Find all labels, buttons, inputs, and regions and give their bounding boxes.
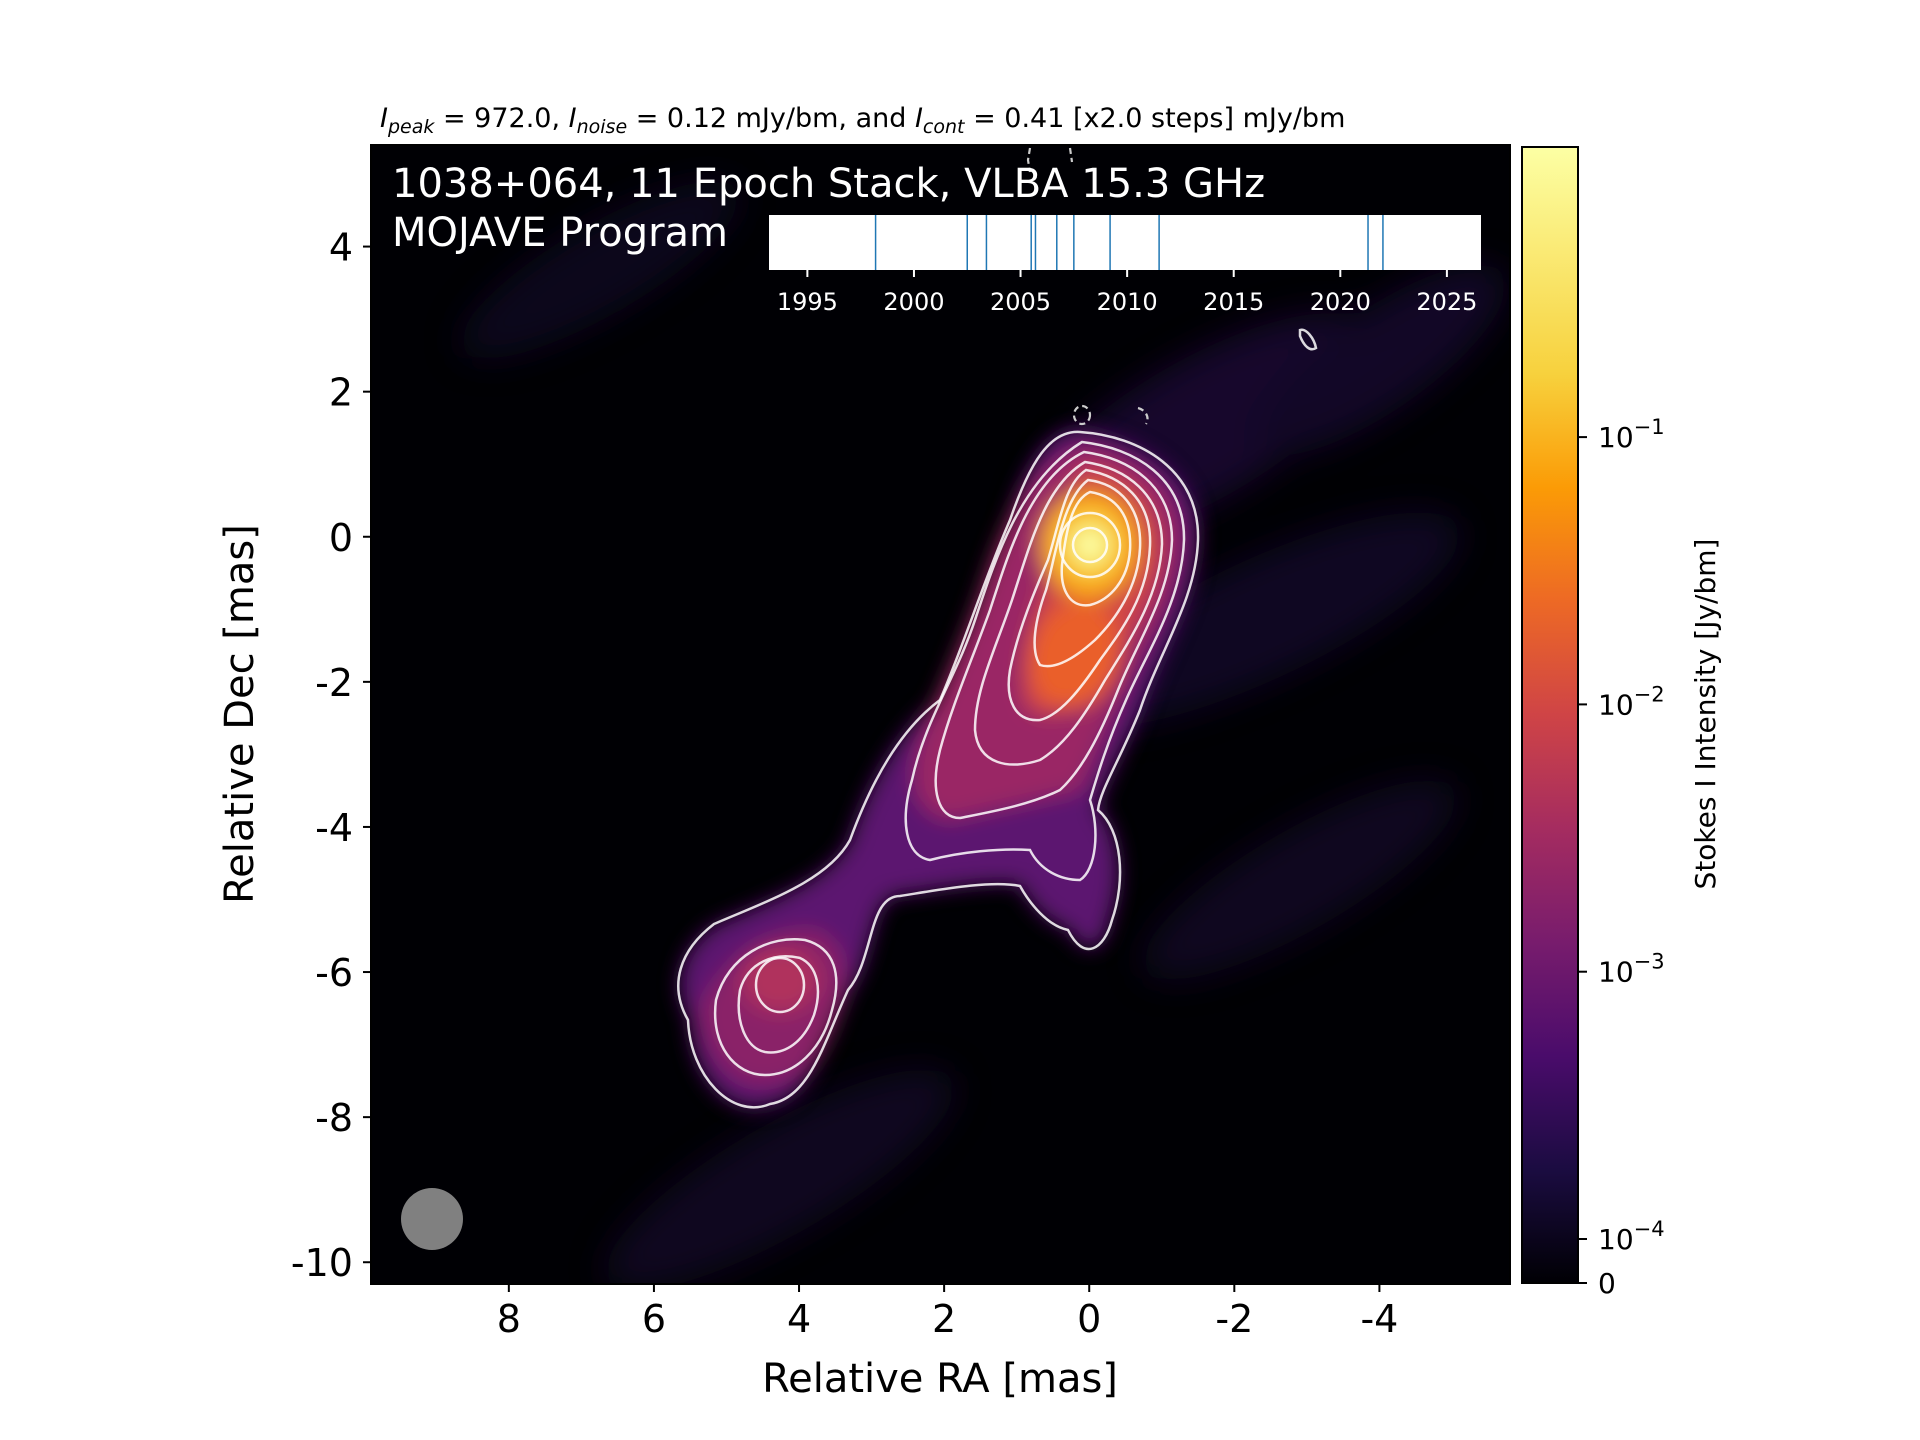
timeline-tick-label: 2015 bbox=[1203, 288, 1264, 316]
y-axis-label: Relative Dec [mas] bbox=[217, 524, 263, 904]
colorbar-tick-label: 10−1 bbox=[1598, 415, 1665, 454]
y-tick-label: -10 bbox=[291, 1241, 353, 1285]
colorbar-tick-label: 0 bbox=[1598, 1267, 1616, 1300]
x-axis-label: Relative RA [mas] bbox=[762, 1356, 1118, 1402]
timeline-tick-label: 2005 bbox=[990, 288, 1051, 316]
timeline-tick-label: 1995 bbox=[777, 288, 838, 316]
colorbar-gradient bbox=[1521, 146, 1579, 1284]
y-tick-label: -2 bbox=[315, 661, 353, 705]
y-tick-label: -8 bbox=[315, 1096, 353, 1140]
y-tick-label: 4 bbox=[329, 226, 353, 270]
timeline-box bbox=[769, 215, 1481, 270]
plot-frame bbox=[370, 144, 1511, 1285]
y-tick-label: 2 bbox=[329, 371, 353, 415]
chart-title-line1: 1038+064, 11 Epoch Stack, VLBA 15.3 GHz bbox=[392, 161, 1265, 207]
chart-title-line2: MOJAVE Program bbox=[392, 210, 728, 256]
colorbar-tick-label: 10−2 bbox=[1598, 682, 1665, 721]
colorbar-label: Stokes I Intensity [Jy/bm] bbox=[1689, 539, 1722, 890]
colorbar-tick-label: 10−3 bbox=[1598, 950, 1665, 989]
timeline-tick-label: 2025 bbox=[1416, 288, 1477, 316]
epoch-lines bbox=[874, 215, 1384, 270]
x-tick-label: 0 bbox=[1077, 1297, 1101, 1341]
timeline-tick-label: 2000 bbox=[883, 288, 944, 316]
y-tick-label: 0 bbox=[329, 516, 353, 560]
colorbar-axis: 10−1 10−2 10−3 10−4 0 bbox=[1578, 415, 1665, 1300]
y-axis: 4 2 0 -2 -4 -6 -8 -10 bbox=[291, 226, 371, 1285]
x-tick-label: 4 bbox=[787, 1297, 811, 1341]
epoch-timeline: 1995 2000 2005 2010 2015 2020 2025 bbox=[769, 215, 1481, 316]
colorbar: 10−1 10−2 10−3 10−4 0 Stokes I Intensity [Jy… bbox=[1521, 146, 1722, 1300]
x-axis: 8 6 4 2 0 -2 -4 bbox=[497, 1284, 1398, 1341]
timeline-axis: 1995 2000 2005 2010 2015 2020 2025 bbox=[777, 270, 1477, 316]
timeline-tick-label: 2010 bbox=[1097, 288, 1158, 316]
x-tick-label: -2 bbox=[1215, 1297, 1253, 1341]
y-tick-label: -6 bbox=[315, 951, 353, 995]
contour-lines bbox=[677, 328, 1318, 1109]
timeline-tick-label: 2020 bbox=[1310, 288, 1371, 316]
chart-header: Ipeak = 972.0, Inoise = 0.12 mJy/bm, and… bbox=[380, 103, 1345, 138]
negative-contours bbox=[1026, 147, 1149, 426]
y-tick-label: -4 bbox=[315, 806, 353, 850]
x-tick-label: 6 bbox=[642, 1297, 666, 1341]
x-tick-label: 2 bbox=[932, 1297, 956, 1341]
colorbar-tick-label: 10−4 bbox=[1598, 1217, 1665, 1256]
x-tick-label: -4 bbox=[1360, 1297, 1398, 1341]
image-plane: 1038+064, 11 Epoch Stack, VLBA 15.3 GHz … bbox=[371, 145, 1510, 1284]
beam-ellipse bbox=[401, 1188, 463, 1250]
x-tick-label: 8 bbox=[497, 1297, 521, 1341]
